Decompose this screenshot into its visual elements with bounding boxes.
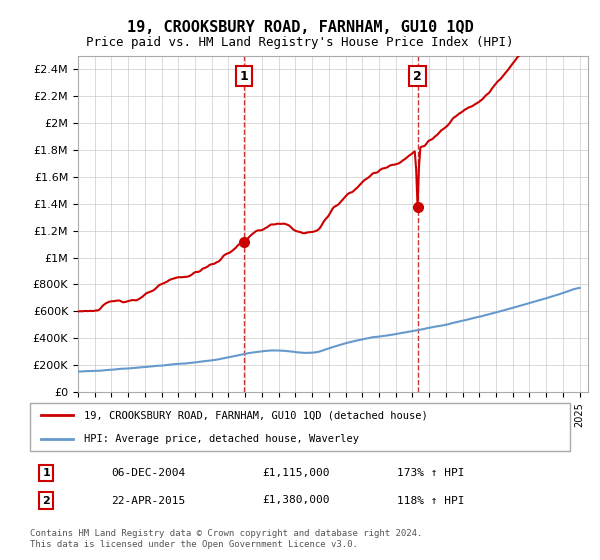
Text: Contains HM Land Registry data © Crown copyright and database right 2024.
This d: Contains HM Land Registry data © Crown c… [30, 529, 422, 549]
Text: £1,380,000: £1,380,000 [262, 496, 330, 506]
Text: 2: 2 [43, 496, 50, 506]
FancyBboxPatch shape [30, 403, 570, 451]
Text: 1: 1 [43, 468, 50, 478]
Text: 19, CROOKSBURY ROAD, FARNHAM, GU10 1QD: 19, CROOKSBURY ROAD, FARNHAM, GU10 1QD [127, 20, 473, 35]
Text: 2: 2 [413, 69, 422, 83]
Text: HPI: Average price, detached house, Waverley: HPI: Average price, detached house, Wave… [84, 434, 359, 444]
Text: 118% ↑ HPI: 118% ↑ HPI [397, 496, 465, 506]
Text: £1,115,000: £1,115,000 [262, 468, 330, 478]
Text: 06-DEC-2004: 06-DEC-2004 [111, 468, 185, 478]
Text: 1: 1 [239, 69, 248, 83]
Text: Price paid vs. HM Land Registry's House Price Index (HPI): Price paid vs. HM Land Registry's House … [86, 36, 514, 49]
Text: 22-APR-2015: 22-APR-2015 [111, 496, 185, 506]
Text: 173% ↑ HPI: 173% ↑ HPI [397, 468, 465, 478]
Text: 19, CROOKSBURY ROAD, FARNHAM, GU10 1QD (detached house): 19, CROOKSBURY ROAD, FARNHAM, GU10 1QD (… [84, 410, 428, 420]
